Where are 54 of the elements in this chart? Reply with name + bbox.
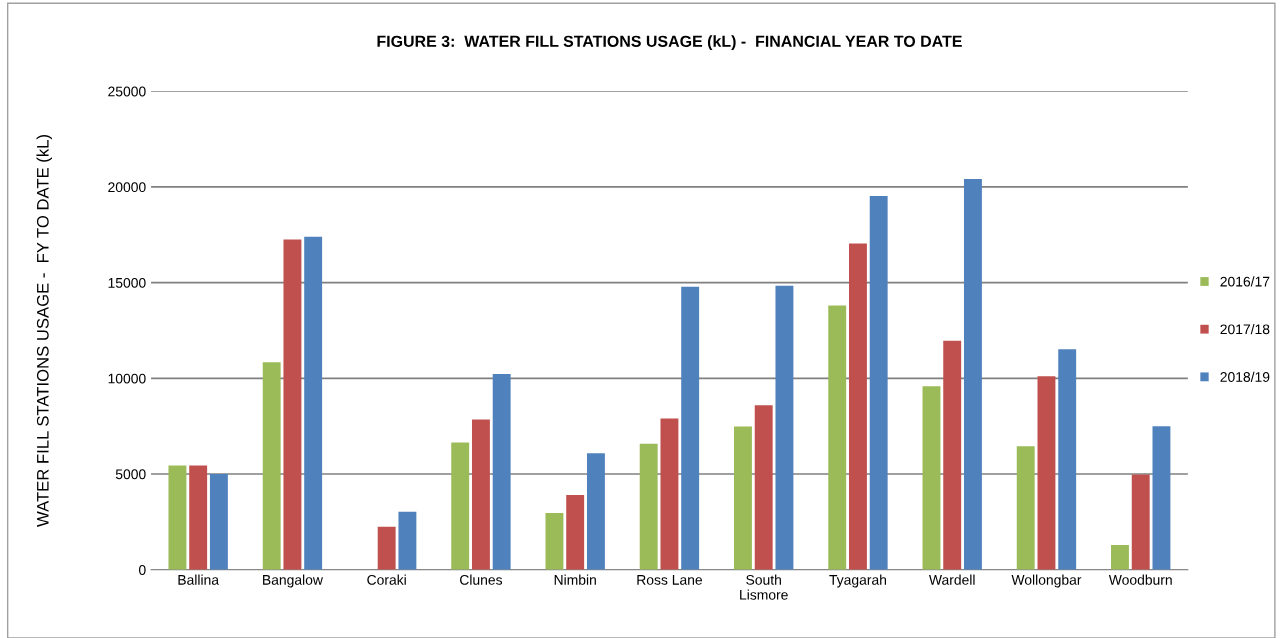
- bar: [1131, 474, 1150, 570]
- bar: [775, 285, 794, 570]
- bar: [451, 442, 470, 570]
- x-tick-label: Coraki: [367, 574, 406, 585]
- bar: [209, 474, 228, 570]
- bar: [734, 426, 752, 570]
- chart-title: FIGURE 3: WATER FILL STATIONS USAGE (kL) - FINANCIAL YEAR TO DATE: [377, 35, 962, 51]
- bar: [848, 243, 867, 570]
- bar: [1152, 426, 1171, 570]
- bar: [754, 405, 773, 570]
- bar: [1016, 446, 1035, 570]
- bar: [943, 340, 962, 570]
- legend-label: 2018/19: [1220, 371, 1270, 382]
- y-tick-label: 5000: [115, 469, 146, 480]
- bar: [492, 373, 511, 570]
- x-tick-label: Ballina: [178, 574, 220, 585]
- bar: [566, 495, 585, 570]
- x-tick-label: Bangalow: [263, 574, 323, 588]
- bar: [586, 453, 605, 570]
- bar: [1058, 349, 1077, 570]
- bar: [398, 511, 417, 570]
- bar: [189, 465, 208, 570]
- x-tick-label: Woodburn: [1108, 574, 1172, 585]
- bar: [869, 196, 888, 570]
- bar: [963, 179, 982, 570]
- x-tick-label: Nimbin: [554, 574, 596, 585]
- bar: [1037, 376, 1056, 570]
- bar: [660, 418, 679, 570]
- legend-label: 2016/17: [1220, 276, 1270, 287]
- legend-label: 2017/18: [1220, 324, 1270, 335]
- bar: [168, 465, 187, 570]
- y-tick-label: 25000: [108, 86, 146, 97]
- bar: [304, 236, 323, 570]
- bar: [639, 443, 658, 570]
- y-tick-label: 0: [139, 565, 146, 575]
- y-tick-label: 10000: [108, 373, 146, 384]
- bar: [545, 513, 564, 570]
- bar: [283, 239, 302, 570]
- x-tick-label: Wollongbar: [1011, 574, 1082, 588]
- x-tick-label: Tyagarah: [829, 574, 887, 588]
- bar: [922, 386, 941, 570]
- x-tick-label: Wardell: [928, 574, 975, 585]
- bar: [262, 362, 281, 570]
- x-tick-label: South Lismore: [740, 574, 788, 600]
- x-tick-label: Clunes: [460, 574, 503, 585]
- bar: [471, 419, 490, 570]
- bar: [377, 526, 396, 570]
- y-axis-title: WATER FILL STATIONS USAGE - FY TO DATE (kL): [36, 135, 52, 527]
- y-tick-label: 15000: [108, 277, 146, 288]
- x-tick-label: Ross Lane: [637, 575, 703, 585]
- bar: [681, 286, 700, 570]
- bar: [1111, 545, 1129, 570]
- bar: [828, 305, 847, 570]
- y-tick-label: 20000: [108, 182, 146, 193]
